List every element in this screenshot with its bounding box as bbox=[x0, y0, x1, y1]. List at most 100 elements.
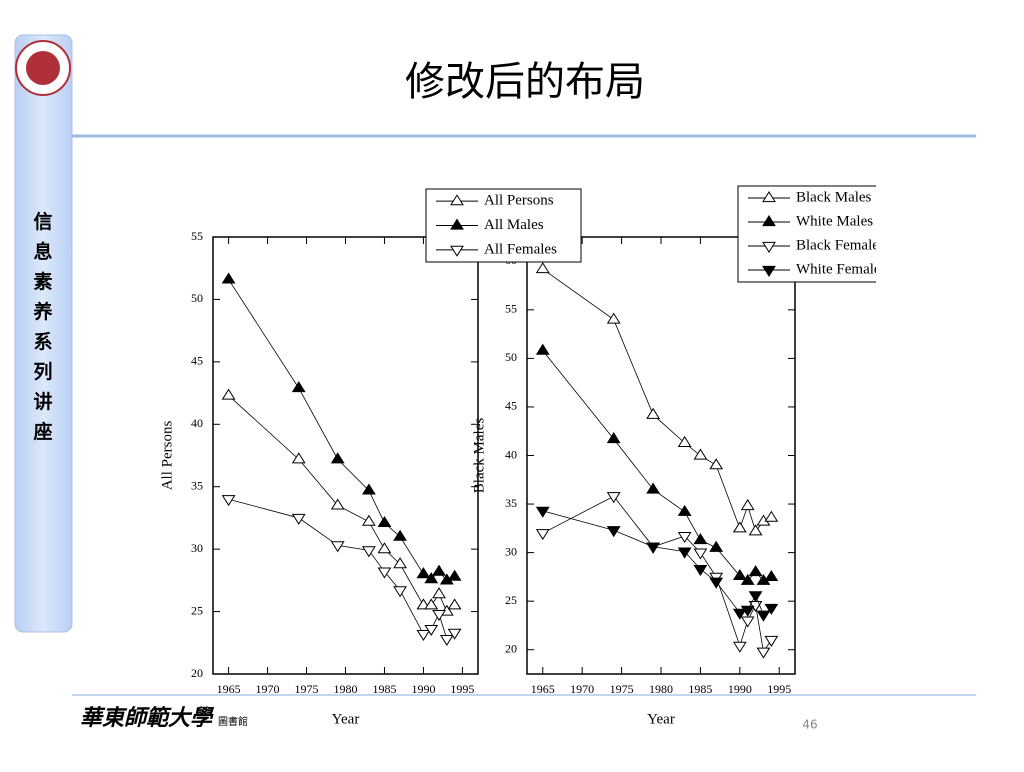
x-tick-label: 1995 bbox=[767, 682, 791, 696]
data-point bbox=[709, 577, 724, 589]
legend-label: All Persons bbox=[484, 193, 554, 209]
legend-marker bbox=[450, 194, 464, 206]
data-point bbox=[439, 634, 454, 646]
data-point bbox=[377, 542, 392, 554]
y-tick-label: 20 bbox=[191, 666, 203, 680]
data-point bbox=[732, 641, 747, 653]
logo-inner bbox=[26, 51, 60, 85]
data-point bbox=[447, 598, 462, 610]
data-point bbox=[740, 616, 755, 628]
data-point bbox=[377, 567, 392, 579]
series-line bbox=[228, 279, 455, 581]
legend-marker bbox=[450, 218, 464, 230]
data-point bbox=[447, 569, 462, 581]
x-tick-label: 1980 bbox=[334, 682, 358, 696]
x-tick-label: 1990 bbox=[411, 682, 435, 696]
y-tick-label: 30 bbox=[505, 544, 517, 558]
data-point bbox=[677, 547, 692, 559]
data-point bbox=[447, 628, 462, 640]
y-tick-label: 35 bbox=[505, 496, 517, 510]
data-point bbox=[361, 514, 376, 526]
data-point bbox=[393, 529, 407, 541]
x-axis-label: Year bbox=[647, 711, 675, 727]
data-point bbox=[732, 521, 747, 533]
data-point bbox=[606, 432, 621, 444]
data-point bbox=[748, 524, 763, 536]
data-point bbox=[416, 629, 431, 641]
data-point bbox=[361, 546, 376, 558]
data-point bbox=[424, 598, 439, 610]
data-point bbox=[646, 482, 661, 494]
legend: All Persons All Males All Females bbox=[425, 188, 582, 263]
data-point bbox=[677, 435, 692, 447]
data-point bbox=[535, 529, 550, 541]
data-point bbox=[756, 647, 771, 659]
data-point bbox=[535, 262, 550, 274]
legend-marker bbox=[762, 265, 776, 277]
data-point bbox=[693, 448, 708, 460]
data-point bbox=[677, 504, 692, 516]
data-point bbox=[646, 542, 661, 554]
data-point bbox=[709, 458, 724, 470]
data-point bbox=[377, 515, 392, 528]
x-axis-label: Year bbox=[332, 711, 360, 727]
legend-label: All Males bbox=[484, 217, 544, 233]
data-point bbox=[535, 506, 550, 518]
x-tick-label: 1980 bbox=[649, 682, 673, 696]
sidebar-text: 信息素养系列讲座 bbox=[32, 210, 52, 443]
data-point bbox=[646, 407, 661, 419]
data-point bbox=[764, 635, 779, 647]
y-tick-label: 55 bbox=[191, 229, 203, 243]
sidebar bbox=[14, 34, 73, 633]
data-point bbox=[606, 492, 621, 504]
y-tick-label: 45 bbox=[505, 399, 517, 413]
data-point bbox=[748, 591, 763, 603]
legend-label: White Males bbox=[796, 213, 873, 229]
series-line bbox=[228, 395, 455, 613]
x-tick-label: 1985 bbox=[688, 682, 712, 696]
page-number: 46 bbox=[802, 718, 817, 732]
data-point bbox=[330, 541, 345, 553]
data-point bbox=[535, 343, 550, 355]
legend-label: Black Females bbox=[796, 237, 885, 253]
legend-label: All Females bbox=[484, 241, 557, 257]
y-tick-label: 20 bbox=[505, 641, 517, 655]
data-point bbox=[740, 499, 755, 511]
data-point bbox=[221, 272, 236, 284]
data-point bbox=[740, 605, 755, 617]
legend-marker bbox=[762, 241, 776, 253]
y-tick-label: 35 bbox=[191, 478, 203, 492]
data-point bbox=[764, 510, 779, 522]
data-point bbox=[291, 452, 306, 464]
data-point bbox=[764, 603, 779, 615]
x-tick-label: 1990 bbox=[728, 682, 752, 696]
y-tick-label: 40 bbox=[191, 416, 203, 430]
data-point bbox=[606, 526, 621, 538]
legend-label: Black Males bbox=[796, 189, 872, 205]
legend-marker bbox=[762, 215, 776, 227]
data-point bbox=[330, 452, 345, 464]
x-tick-label: 1965 bbox=[217, 682, 241, 696]
data-point bbox=[606, 312, 621, 324]
data-point bbox=[393, 557, 407, 569]
data-point bbox=[693, 533, 708, 545]
x-tick-label: 1985 bbox=[372, 682, 396, 696]
y-axis-label: Black Males bbox=[471, 418, 487, 494]
x-tick-label: 1970 bbox=[570, 682, 594, 696]
y-tick-label: 30 bbox=[191, 541, 203, 555]
legend-box bbox=[737, 185, 876, 283]
data-point bbox=[432, 609, 446, 622]
x-tick-label: 1975 bbox=[295, 682, 319, 696]
data-point bbox=[732, 608, 747, 620]
legend: Black Males White Males Black Females White… bbox=[737, 185, 885, 283]
data-point bbox=[361, 483, 376, 495]
legend-marker bbox=[762, 191, 776, 203]
data-point bbox=[424, 572, 439, 584]
y-tick-label: 45 bbox=[191, 354, 203, 368]
x-tick-label: 1995 bbox=[450, 682, 474, 696]
data-point bbox=[416, 567, 431, 579]
y-tick-label: 25 bbox=[505, 593, 517, 607]
data-point bbox=[693, 548, 708, 560]
